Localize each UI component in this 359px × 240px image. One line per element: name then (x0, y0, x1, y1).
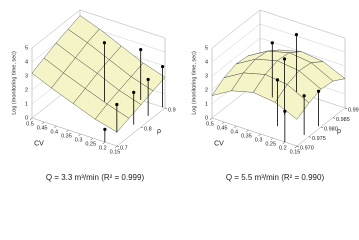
grid-line (211, 23, 261, 63)
tick-mark (116, 145, 120, 148)
tick-mark (102, 141, 106, 145)
data-point (103, 127, 107, 131)
tick-mark (78, 133, 81, 137)
z-tick-label: 5 (25, 45, 28, 51)
tick-mark (114, 145, 118, 149)
figure: 0123450.50.450.40.350.30.250.20.150.70.8… (11, 9, 359, 182)
tick-mark (164, 107, 168, 110)
grid-line (211, 9, 261, 49)
data-point (132, 90, 136, 94)
data-point (139, 48, 143, 52)
z-axis-label: Log (monitoring time, sec) (11, 51, 17, 115)
x-tick-label: 0.2 (279, 145, 287, 151)
x-tick-label: 0.4 (230, 129, 238, 135)
tick-mark (246, 129, 249, 133)
z-tick-label: 1 (205, 101, 208, 107)
z-tick-label: 0 (25, 115, 28, 121)
x-tick-label: 0.5 (206, 121, 214, 127)
tick-mark (209, 117, 213, 121)
surface-cell (274, 84, 310, 120)
tick-mark (234, 125, 237, 129)
tick-mark (90, 137, 93, 141)
y-tick-label: 0.975 (312, 136, 326, 142)
grid-line (79, 9, 166, 39)
x-tick-label: 0.15 (110, 149, 121, 155)
grid-line (31, 9, 81, 49)
y-tick-label: 0.7 (120, 145, 128, 151)
z-tick-label: 3 (205, 73, 208, 79)
x-tick-label: 0.45 (217, 125, 228, 131)
grid-line (259, 23, 346, 53)
data-point (302, 94, 306, 98)
z-axis-label: Log (monitoring time, sec) (191, 51, 197, 115)
tick-mark (344, 107, 348, 110)
data-point (316, 89, 321, 93)
y-tick-label: 0.970 (300, 145, 314, 151)
z-tick-label: 4 (205, 59, 208, 65)
tick-mark (41, 121, 45, 125)
x-tick-label: 0.4 (50, 129, 58, 135)
data-point (146, 77, 150, 82)
tick-mark (332, 117, 336, 119)
tick-mark (66, 129, 69, 133)
tick-mark (221, 121, 225, 125)
grid-line (259, 9, 346, 39)
x-axis-label: CV (34, 140, 44, 147)
tick-mark (320, 126, 324, 129)
box-edge (31, 117, 118, 147)
data-point (102, 41, 107, 45)
x-tick-label: 0.3 (255, 137, 263, 143)
z-tick-label: 1 (25, 101, 28, 107)
y-tick-label: 0.9 (168, 107, 176, 113)
y-tick-label: 0.990 (348, 107, 359, 113)
tick-mark (54, 125, 57, 129)
grid-line (211, 37, 261, 77)
y-tick-label: 0.985 (336, 117, 350, 123)
tick-mark (258, 133, 261, 137)
x-tick-label: 0.3 (75, 137, 83, 143)
data-point (160, 65, 165, 69)
z-tick-label: 5 (205, 45, 208, 51)
caption: Q = 5.5 m³/min (R² = 0.990) (226, 173, 325, 182)
x-tick-label: 0.5 (26, 121, 34, 127)
y-axis-label: ρ (337, 128, 341, 135)
z-tick-label: 3 (25, 73, 28, 79)
data-point (294, 33, 299, 37)
tick-mark (29, 117, 33, 121)
tick-mark (294, 145, 298, 149)
y-axis-label: ρ (157, 128, 161, 135)
data-point (115, 102, 119, 107)
z-tick-label: 2 (205, 87, 208, 93)
x-tick-label: 0.15 (290, 149, 301, 155)
chart: 0 1 2 3 4 5 0.50.450.40.350.30.250.20.150.7 0.8… (11, 9, 176, 182)
x-tick-label: 0.35 (241, 133, 252, 139)
tick-mark (308, 136, 312, 138)
x-tick-label: 0.2 (99, 145, 107, 151)
z-tick-label: 0 (205, 115, 208, 121)
tick-mark (282, 141, 286, 145)
data-point (283, 109, 287, 113)
x-tick-label: 0.45 (37, 125, 48, 131)
y-tick-label: 0.980 (324, 126, 338, 132)
x-tick-label: 0.35 (61, 133, 72, 139)
x-tick-label: 0.25 (265, 141, 276, 147)
x-tick-label: 0.25 (85, 141, 96, 147)
data-point (275, 78, 280, 82)
surface-cell (94, 103, 130, 133)
y-tick-label: 0.8 (144, 126, 152, 132)
chart: 0 1 2 3 4 5 0.50.450.40.350.30.250.20.150.970 0… (191, 9, 359, 182)
caption: Q = 3.3 m³/min (R² = 0.999) (46, 173, 145, 182)
box-edge (211, 117, 298, 147)
tick-mark (296, 145, 300, 148)
z-tick-label: 2 (25, 87, 28, 93)
data-point (270, 41, 274, 45)
tick-mark (140, 126, 144, 129)
tick-mark (270, 137, 273, 141)
data-point (282, 57, 287, 61)
z-tick-label: 4 (25, 59, 28, 65)
x-axis-label: CV (214, 140, 224, 147)
